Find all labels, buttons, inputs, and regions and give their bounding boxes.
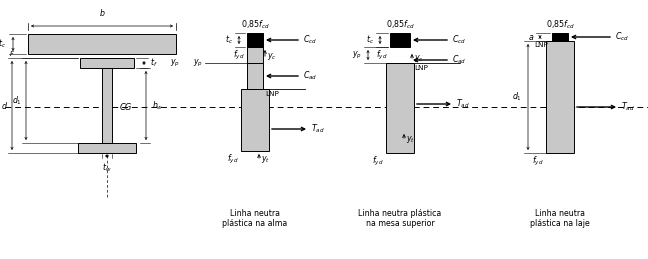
Bar (390, 33, 410, 47)
Text: Linha neutra
plástica na laje: Linha neutra plástica na laje (530, 209, 590, 228)
Text: $f_{yd}$: $f_{yd}$ (373, 155, 384, 168)
Text: $y_c$: $y_c$ (267, 51, 277, 62)
Text: $t_f$: $t_f$ (150, 57, 157, 69)
Text: $C_{ad}$: $C_{ad}$ (303, 70, 318, 82)
Text: F: F (10, 51, 14, 57)
Text: $y_t$: $y_t$ (406, 134, 415, 145)
Text: $d_1$: $d_1$ (12, 94, 22, 107)
Text: $0{,}85f_{cd}$: $0{,}85f_{cd}$ (386, 18, 415, 31)
Text: $T_{ad}$: $T_{ad}$ (621, 101, 634, 113)
Text: LNP: LNP (414, 65, 428, 71)
Bar (386, 63, 414, 153)
Text: $d_1$: $d_1$ (512, 91, 522, 103)
Bar (78, 143, 136, 153)
Bar (552, 33, 568, 41)
Text: $y_t$: $y_t$ (261, 154, 270, 165)
Bar (241, 89, 269, 151)
Text: $C_{cd}$: $C_{cd}$ (303, 34, 317, 46)
Text: $C_{cd}$: $C_{cd}$ (452, 34, 466, 46)
Text: $0{,}85f_{cd}$: $0{,}85f_{cd}$ (240, 18, 270, 31)
Text: $y_c$: $y_c$ (414, 53, 424, 64)
Text: Linha neutra plástica
na mesa superior: Linha neutra plástica na mesa superior (358, 209, 442, 228)
Text: LNP: LNP (534, 42, 548, 48)
Text: CG: CG (120, 103, 132, 112)
Text: $t_c$: $t_c$ (0, 38, 6, 50)
Bar (28, 34, 176, 54)
Text: $f_{yd}$: $f_{yd}$ (227, 153, 239, 166)
Text: $b$: $b$ (98, 7, 106, 18)
Text: $y_p$: $y_p$ (170, 57, 180, 69)
Bar (247, 63, 263, 89)
Bar (546, 41, 574, 153)
Text: $f_{yd}$: $f_{yd}$ (376, 48, 388, 62)
Text: $y_p$: $y_p$ (193, 57, 203, 69)
Bar (102, 68, 112, 143)
Bar (247, 33, 263, 47)
Text: $d$: $d$ (1, 100, 8, 111)
Text: $T_{ad}$: $T_{ad}$ (311, 123, 325, 135)
Text: Linha neutra
plástica na alma: Linha neutra plástica na alma (222, 209, 288, 228)
Text: $C_{cd}$: $C_{cd}$ (615, 31, 629, 43)
Text: $f_{yd}$: $f_{yd}$ (533, 155, 544, 168)
Text: $C_{ad}$: $C_{ad}$ (452, 54, 467, 66)
Text: $f_{yd}$: $f_{yd}$ (233, 48, 245, 62)
Bar (247, 47, 263, 63)
Text: $a$: $a$ (527, 32, 534, 41)
Text: $t_c$: $t_c$ (366, 34, 374, 46)
Bar (80, 58, 134, 68)
Text: $t_c$: $t_c$ (225, 34, 233, 46)
Text: $0{,}85f_{cd}$: $0{,}85f_{cd}$ (546, 18, 574, 31)
Text: $T_{ad}$: $T_{ad}$ (456, 98, 470, 110)
Text: $h_w$: $h_w$ (152, 99, 163, 112)
Text: LNP: LNP (265, 91, 279, 97)
Text: $y_p$: $y_p$ (352, 49, 362, 61)
Text: $t_w$: $t_w$ (102, 161, 112, 174)
